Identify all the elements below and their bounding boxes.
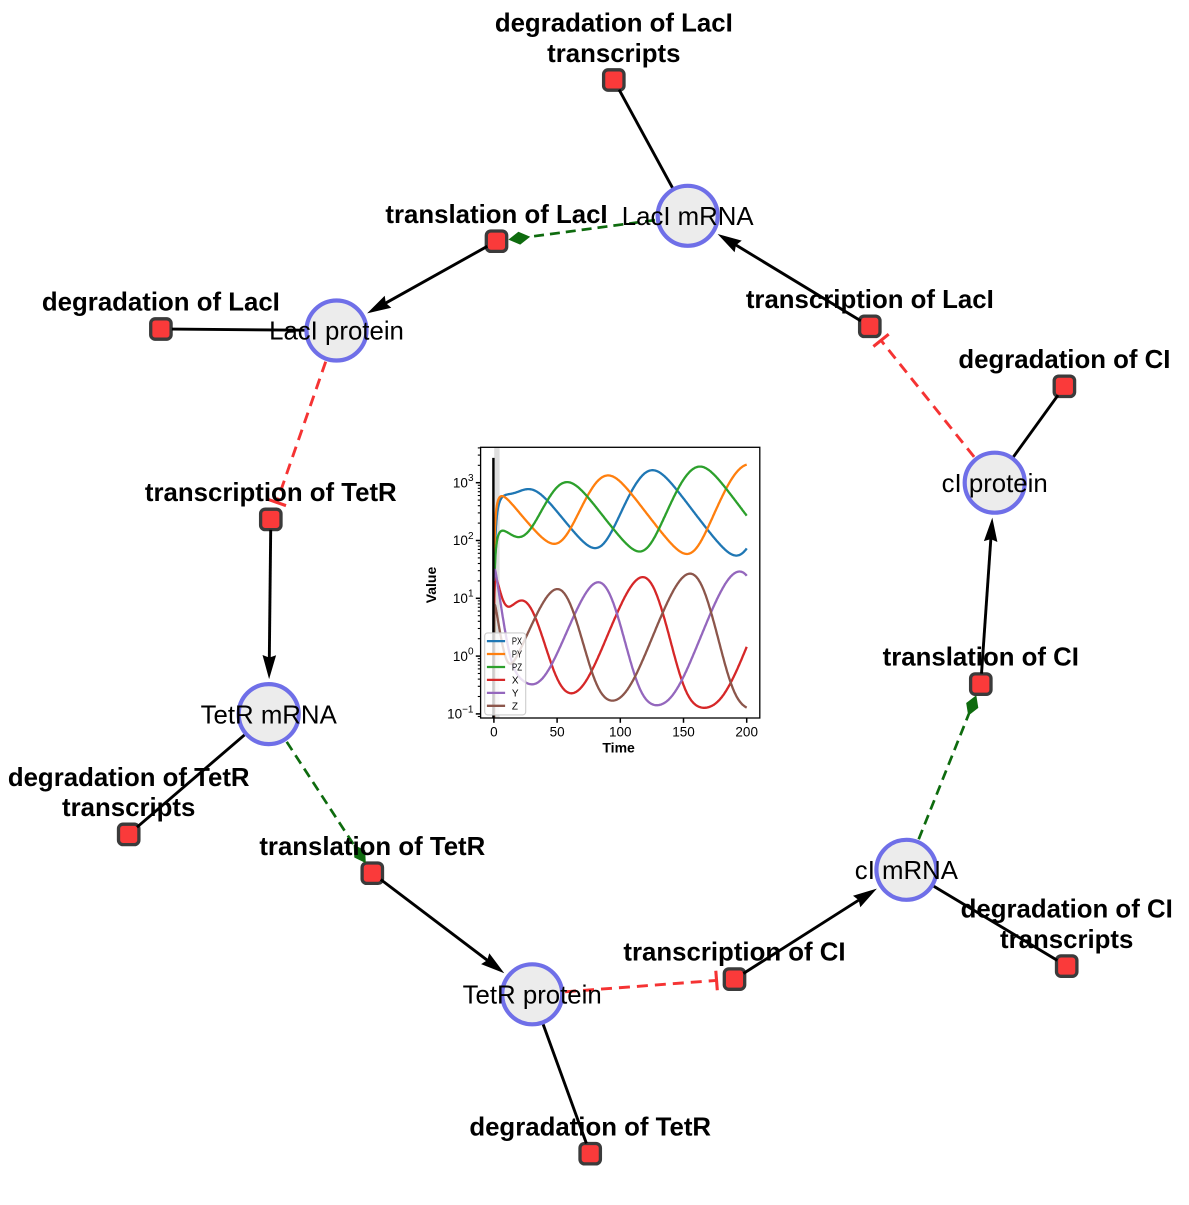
- svg-text:translation of TetR: translation of TetR: [259, 833, 485, 861]
- svg-text:X: X: [512, 676, 519, 687]
- svg-text:200: 200: [735, 724, 758, 739]
- svg-text:Time: Time: [602, 739, 635, 755]
- svg-text:translation of CI: translation of CI: [883, 644, 1079, 672]
- svg-text:LacI protein: LacI protein: [269, 318, 404, 346]
- svg-text:cI mRNA: cI mRNA: [855, 857, 959, 885]
- svg-text:50: 50: [550, 724, 565, 739]
- svg-text:transcripts: transcripts: [547, 40, 680, 68]
- svg-text:PX: PX: [512, 637, 522, 648]
- svg-text:degradation of CI: degradation of CI: [961, 896, 1173, 924]
- svg-text:degradation of TetR: degradation of TetR: [469, 1113, 711, 1141]
- svg-text:150: 150: [672, 724, 695, 739]
- svg-text:transcripts: transcripts: [1000, 926, 1133, 954]
- svg-text:transcription of LacI: transcription of LacI: [746, 286, 994, 314]
- svg-text:TetR mRNA: TetR mRNA: [201, 701, 338, 729]
- svg-text:100: 100: [609, 724, 632, 739]
- svg-text:degradation of LacI: degradation of LacI: [495, 10, 733, 38]
- svg-text:Z: Z: [512, 701, 518, 712]
- svg-text:degradation of TetR: degradation of TetR: [8, 764, 250, 792]
- svg-text:Y: Y: [512, 689, 519, 700]
- svg-text:transcripts: transcripts: [62, 794, 195, 822]
- svg-text:degradation of LacI: degradation of LacI: [42, 289, 280, 317]
- svg-text:cI protein: cI protein: [942, 470, 1048, 498]
- svg-text:translation of LacI: translation of LacI: [385, 201, 607, 229]
- svg-text:degradation of CI: degradation of CI: [958, 346, 1170, 374]
- svg-text:transcription of TetR: transcription of TetR: [145, 479, 397, 507]
- svg-text:LacI mRNA: LacI mRNA: [622, 203, 755, 231]
- svg-text:transcription of CI: transcription of CI: [623, 939, 845, 967]
- svg-text:TetR protein: TetR protein: [463, 982, 602, 1010]
- svg-text:PY: PY: [512, 650, 522, 661]
- svg-text:PZ: PZ: [512, 663, 522, 674]
- svg-text:Value: Value: [423, 567, 439, 604]
- svg-text:0: 0: [490, 724, 498, 739]
